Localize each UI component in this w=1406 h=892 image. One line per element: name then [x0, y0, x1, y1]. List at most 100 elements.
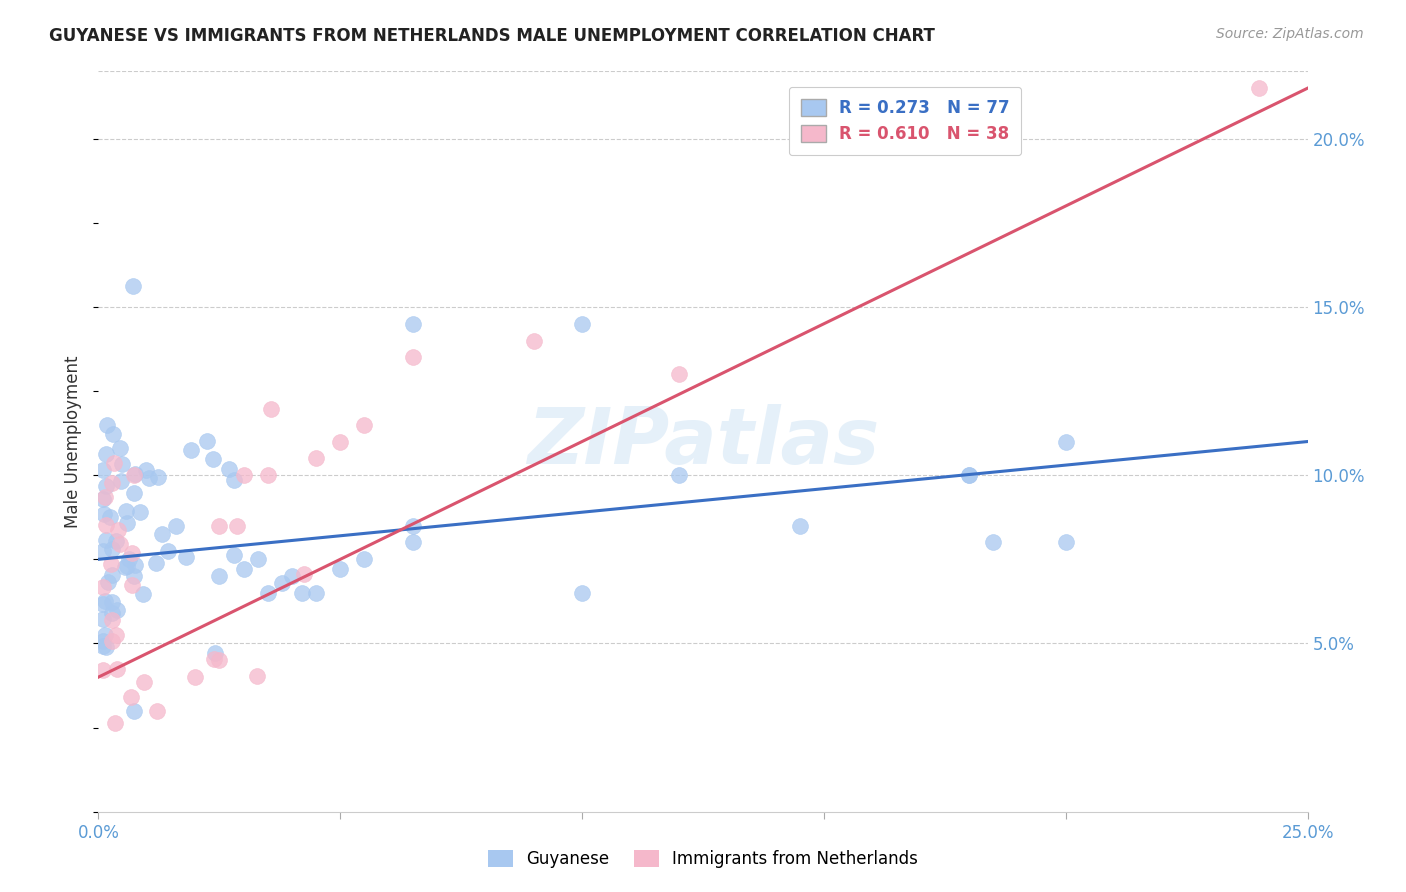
- Point: [111, 457, 134, 471]
- Point: [91, 612, 114, 626]
- Point: [96, 447, 118, 461]
- Point: [105, 534, 128, 549]
- Y-axis label: Male Unemployment: Male Unemployment: [65, 355, 83, 528]
- Point: [281, 569, 304, 583]
- Point: [232, 562, 254, 576]
- Point: [124, 558, 146, 573]
- Point: [957, 468, 980, 483]
- Point: [105, 603, 128, 617]
- Point: [668, 368, 690, 382]
- Text: GUYANESE VS IMMIGRANTS FROM NETHERLANDS MALE UNEMPLOYMENT CORRELATION CHART: GUYANESE VS IMMIGRANTS FROM NETHERLANDS …: [49, 27, 935, 45]
- Point: [165, 518, 187, 533]
- Point: [135, 463, 157, 477]
- Point: [402, 317, 425, 331]
- Point: [329, 562, 352, 576]
- Point: [146, 704, 169, 718]
- Point: [184, 670, 207, 684]
- Point: [195, 434, 218, 449]
- Point: [571, 317, 593, 331]
- Point: [115, 559, 138, 574]
- Point: [292, 566, 315, 581]
- Point: [100, 613, 122, 627]
- Point: [232, 468, 254, 483]
- Point: [789, 518, 811, 533]
- Point: [96, 418, 118, 433]
- Point: [97, 574, 120, 589]
- Point: [402, 351, 425, 365]
- Point: [101, 541, 124, 556]
- Point: [91, 633, 114, 648]
- Point: [91, 580, 114, 594]
- Point: [129, 506, 152, 520]
- Point: [523, 334, 546, 348]
- Point: [104, 716, 127, 731]
- Point: [91, 491, 114, 506]
- Point: [91, 597, 114, 611]
- Point: [93, 507, 115, 521]
- Point: [122, 485, 145, 500]
- Point: [115, 504, 138, 518]
- Point: [96, 479, 118, 493]
- Point: [208, 569, 231, 583]
- Point: [353, 552, 375, 566]
- Point: [218, 462, 240, 476]
- Point: [101, 427, 124, 442]
- Point: [668, 468, 690, 483]
- Point: [402, 518, 425, 533]
- Point: [122, 568, 145, 582]
- Point: [120, 690, 142, 704]
- Point: [93, 544, 115, 558]
- Point: [271, 575, 294, 590]
- Point: [121, 546, 143, 560]
- Point: [94, 533, 117, 548]
- Point: [100, 595, 122, 609]
- Point: [101, 568, 124, 582]
- Point: [110, 474, 132, 488]
- Point: [174, 550, 197, 565]
- Legend: R = 0.273   N = 77, R = 0.610   N = 38: R = 0.273 N = 77, R = 0.610 N = 38: [789, 87, 1021, 155]
- Point: [571, 586, 593, 600]
- Point: [124, 467, 146, 481]
- Point: [222, 473, 245, 487]
- Point: [247, 552, 270, 566]
- Point: [150, 527, 173, 541]
- Point: [94, 517, 117, 532]
- Point: [122, 704, 145, 718]
- Point: [94, 594, 117, 608]
- Point: [256, 586, 278, 600]
- Point: [204, 646, 226, 660]
- Point: [138, 471, 160, 485]
- Point: [93, 490, 115, 504]
- Point: [208, 653, 231, 667]
- Point: [305, 586, 328, 600]
- Point: [156, 544, 179, 558]
- Point: [957, 468, 980, 483]
- Point: [103, 456, 125, 470]
- Point: [122, 467, 145, 482]
- Point: [1249, 81, 1271, 95]
- Point: [146, 470, 169, 484]
- Point: [121, 577, 143, 591]
- Point: [91, 663, 114, 677]
- Point: [246, 669, 269, 683]
- Point: [260, 401, 283, 416]
- Point: [208, 518, 231, 533]
- Point: [353, 417, 375, 432]
- Point: [122, 279, 145, 293]
- Point: [290, 586, 312, 600]
- Point: [256, 468, 278, 483]
- Point: [132, 675, 155, 690]
- Point: [101, 633, 124, 648]
- Point: [107, 523, 129, 537]
- Point: [957, 131, 980, 145]
- Point: [101, 606, 124, 620]
- Point: [1054, 434, 1077, 449]
- Point: [91, 640, 114, 654]
- Point: [118, 551, 141, 566]
- Point: [145, 556, 167, 570]
- Text: ZIPatlas: ZIPatlas: [527, 403, 879, 480]
- Point: [132, 587, 155, 601]
- Point: [225, 519, 247, 533]
- Point: [105, 663, 128, 677]
- Point: [96, 640, 118, 655]
